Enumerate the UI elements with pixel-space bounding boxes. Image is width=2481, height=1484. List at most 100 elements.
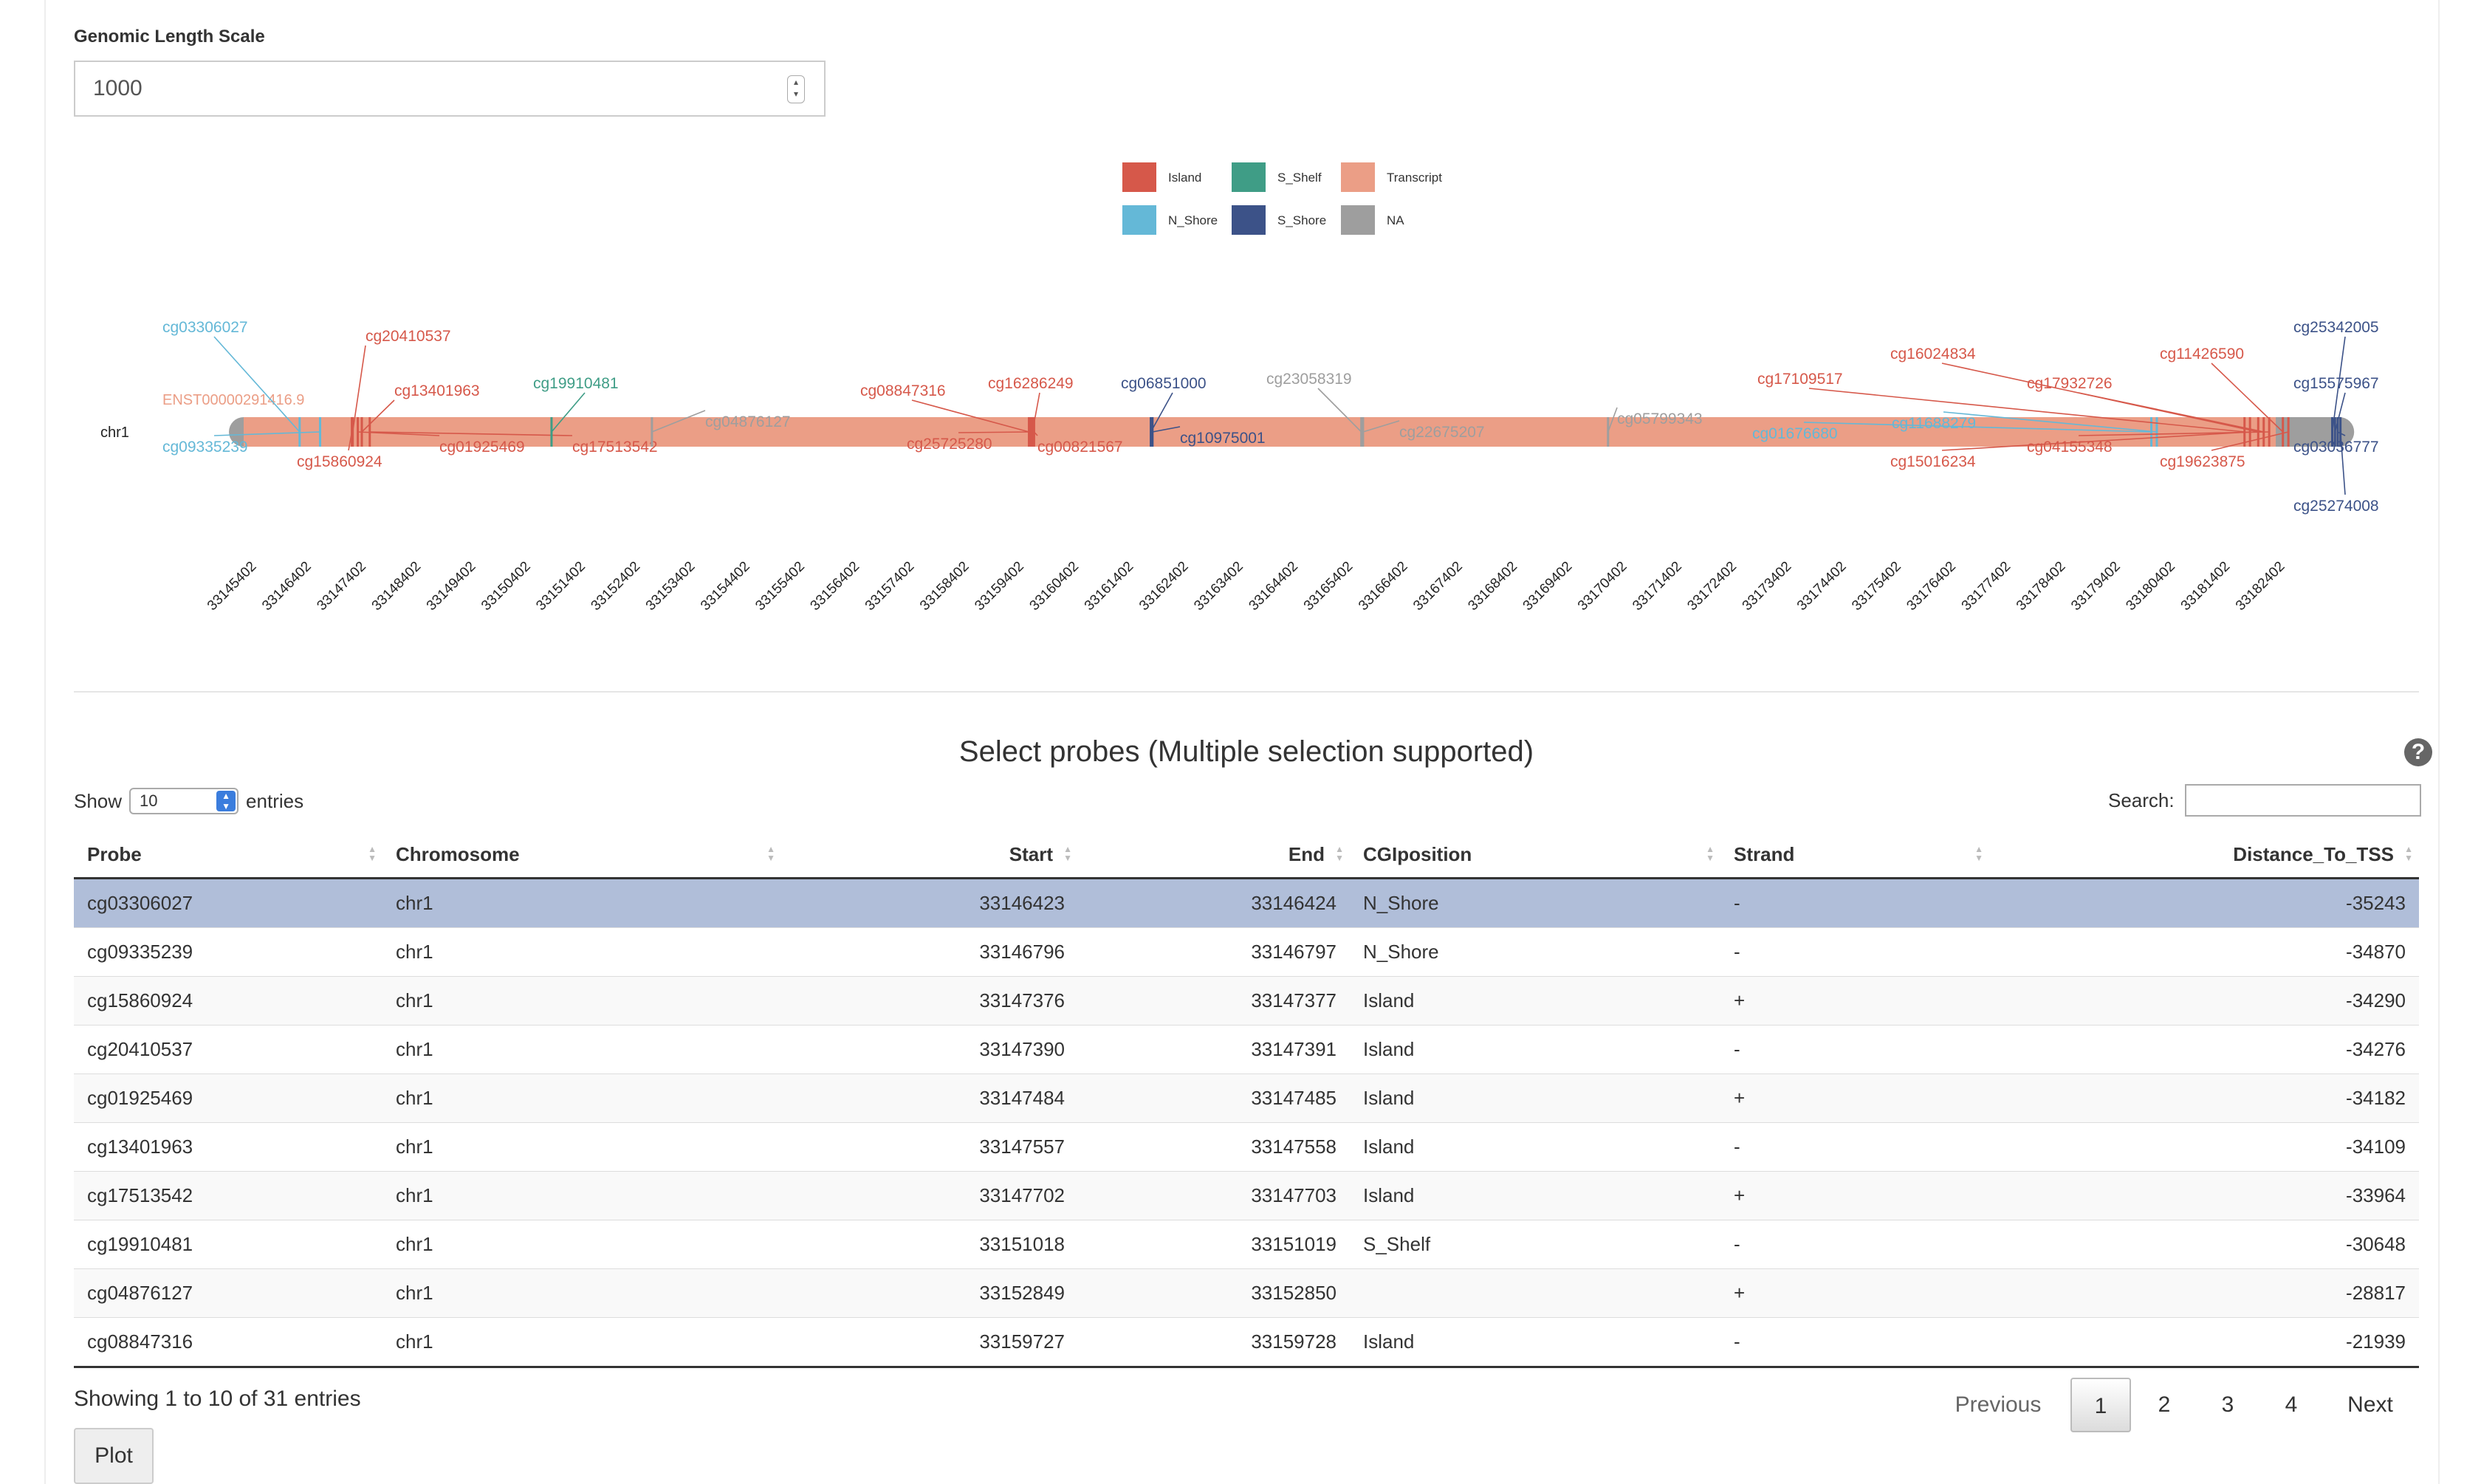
probe-label: cg25342005 xyxy=(2293,319,2379,336)
axis-tick-label: 33172402 xyxy=(1684,559,1740,614)
axis-tick-label: 33167402 xyxy=(1410,559,1466,614)
entries-select[interactable]: 10 ▲ ▼ xyxy=(129,788,239,814)
table-cell: + xyxy=(1720,1268,1989,1318)
panel-border xyxy=(2438,0,2440,1484)
axis-tick-label: 33181402 xyxy=(2178,559,2234,614)
table-row[interactable]: cg13401963 chr1 33147557 33147558 Island - -34… xyxy=(74,1122,2419,1172)
table-cell: 33159728 xyxy=(1078,1317,1350,1368)
axis-tick-label: 33154402 xyxy=(698,559,753,614)
help-icon[interactable]: ? xyxy=(2404,738,2432,766)
probe-leader-line xyxy=(2078,431,2270,436)
table-cell: cg13401963 xyxy=(74,1122,382,1172)
table-cell: chr1 xyxy=(382,1171,781,1220)
table-cell: 33146797 xyxy=(1078,927,1350,977)
probe-leader-line xyxy=(369,431,573,436)
probe-label: cg04155348 xyxy=(2027,439,2113,456)
sort-icon: ▲ ▼ xyxy=(1974,844,1983,863)
probe-leader-line xyxy=(1941,431,2251,451)
probe-label: cg17513542 xyxy=(572,439,658,456)
column-header-probe[interactable]: Probe ▲ ▼ xyxy=(74,831,382,879)
column-header-distance-to-tss[interactable]: Distance_To_TSS ▲ ▼ xyxy=(1989,831,2419,879)
table-cell: chr1 xyxy=(382,1268,781,1318)
divider xyxy=(74,691,2419,693)
table-row[interactable]: cg04876127 chr1 33152849 33152850 + -28817 xyxy=(74,1268,2419,1318)
table-row[interactable]: cg01925469 chr1 33147484 33147485 Island + -34… xyxy=(74,1074,2419,1123)
axis-tick-label: 33182402 xyxy=(2233,559,2288,614)
table-cell: chr1 xyxy=(382,1317,781,1368)
table-cell: 33146424 xyxy=(1078,878,1350,928)
length-scale-input[interactable]: 1000 ▴ ▾ xyxy=(74,61,826,117)
table-cell: cg09335239 xyxy=(74,927,382,977)
table-cell: chr1 xyxy=(382,1220,781,1269)
axis-tick-label: 33152402 xyxy=(588,559,644,614)
column-header-cgiposition[interactable]: CGIposition ▲ ▼ xyxy=(1350,831,1720,879)
table-cell: -34182 xyxy=(1989,1074,2419,1123)
table-cell: - xyxy=(1720,1025,1989,1074)
search-control: Search: xyxy=(2108,784,2421,817)
table-row[interactable]: cg19910481 chr1 33151018 33151019 S_Shelf - -3… xyxy=(74,1220,2419,1269)
probe-label: cg25274008 xyxy=(2293,498,2379,515)
table-cell: 33147376 xyxy=(781,976,1078,1026)
column-header-end[interactable]: End ▲ ▼ xyxy=(1078,831,1350,879)
table-cell: Island xyxy=(1350,1025,1720,1074)
table-cell: Island xyxy=(1350,1074,1720,1123)
table-cell: N_Shore xyxy=(1350,927,1720,977)
probe-label: cg15860924 xyxy=(297,453,382,470)
axis-tick-label: 33146402 xyxy=(259,559,315,614)
table-row[interactable]: cg03306027 chr1 33146423 33146424 N_Shore - -3… xyxy=(74,878,2419,928)
table-cell: cg19910481 xyxy=(74,1220,382,1269)
axis-tick-label: 33158402 xyxy=(917,559,972,614)
table-header-row: Probe ▲ ▼ Chromosome ▲ ▼ Start ▲ ▼ End ▲ ▼ CGIpo… xyxy=(74,831,2419,879)
table-cell: + xyxy=(1720,976,1989,1026)
previous-page-button[interactable]: Previous xyxy=(1955,1392,2042,1417)
axis-tick-label: 33169402 xyxy=(1520,559,1576,614)
table-row[interactable]: cg17513542 chr1 33147702 33147703 Island + -33… xyxy=(74,1171,2419,1220)
axis-tick-label: 33145402 xyxy=(205,559,260,614)
table-cell: cg04876127 xyxy=(74,1268,382,1318)
column-header-chromosome[interactable]: Chromosome ▲ ▼ xyxy=(382,831,781,879)
axis-tick-label: 33150402 xyxy=(478,559,534,614)
axis-tick-label: 33173402 xyxy=(1740,559,1795,614)
plot-button[interactable]: Plot xyxy=(74,1428,154,1484)
spinner-icon[interactable]: ▴ ▾ xyxy=(787,75,805,103)
table-cell: cg17513542 xyxy=(74,1171,382,1220)
axis-tick-label: 33179402 xyxy=(2068,559,2124,614)
page-button-3[interactable]: 3 xyxy=(2221,1392,2234,1417)
probe-leader-line xyxy=(213,431,320,436)
table-cell: 33147391 xyxy=(1078,1025,1350,1074)
probe-label: cg15016234 xyxy=(1890,453,1976,470)
axis-tick-label: 33156402 xyxy=(808,559,863,614)
probe-label: cg10975001 xyxy=(1180,430,1266,447)
page-button-1[interactable]: 1 xyxy=(2070,1378,2131,1432)
length-scale-value: 1000 xyxy=(93,76,143,100)
sort-icon: ▲ ▼ xyxy=(1335,844,1344,863)
table-row[interactable]: cg08847316 chr1 33159727 33159728 Island - -21… xyxy=(74,1317,2419,1368)
column-header-strand[interactable]: Strand ▲ ▼ xyxy=(1720,831,1989,879)
axis-tick-label: 33148402 xyxy=(369,559,425,614)
table-cell: Island xyxy=(1350,1317,1720,1368)
table-cell: 33151019 xyxy=(1078,1220,1350,1269)
legend-label: Transcript xyxy=(1387,171,1442,185)
search-input[interactable] xyxy=(2184,784,2421,817)
page-button-4[interactable]: 4 xyxy=(2285,1392,2298,1417)
table-cell: 33146796 xyxy=(781,927,1078,977)
chromosome-label: chr1 xyxy=(100,425,129,441)
column-header-start[interactable]: Start ▲ ▼ xyxy=(781,831,1078,879)
table-cell: + xyxy=(1720,1171,1989,1220)
table-row[interactable]: cg15860924 chr1 33147376 33147377 Island + -34… xyxy=(74,976,2419,1026)
legend-swatch xyxy=(1232,205,1266,235)
table-row[interactable]: cg20410537 chr1 33147390 33147391 Island - -34… xyxy=(74,1025,2419,1074)
probe-leader-line xyxy=(1803,422,2152,433)
next-page-button[interactable]: Next xyxy=(2347,1392,2393,1417)
table-cell: cg03306027 xyxy=(74,878,382,928)
probe-label: cg11426590 xyxy=(2160,346,2244,363)
legend-label: S_Shelf xyxy=(1277,171,1322,185)
axis-tick-label: 33174402 xyxy=(1794,559,1850,614)
page-button-2[interactable]: 2 xyxy=(2158,1392,2171,1417)
probe-label: cg13401963 xyxy=(394,382,480,399)
table-cell: cg08847316 xyxy=(74,1317,382,1368)
table-cell: -33964 xyxy=(1989,1171,2419,1220)
axis-tick-label: 33159402 xyxy=(972,559,1027,614)
table-cell: 33147558 xyxy=(1078,1122,1350,1172)
table-row[interactable]: cg09335239 chr1 33146796 33146797 N_Shore - -3… xyxy=(74,927,2419,977)
